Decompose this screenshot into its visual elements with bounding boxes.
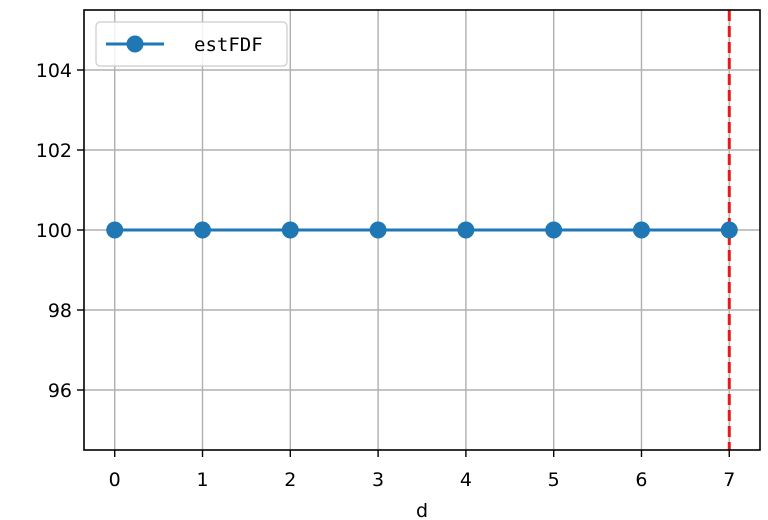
legend-box (95, 21, 288, 67)
legend: estFDF (95, 21, 288, 67)
data-point (106, 221, 124, 239)
x-tick-label: 3 (372, 469, 384, 491)
legend-marker (126, 35, 144, 53)
data-point (632, 221, 650, 239)
data-point (720, 221, 738, 239)
data-point (457, 221, 475, 239)
axis-ticks: 0 1 2 3 4 5 6 7 96 98 100 102 104 (36, 60, 736, 491)
x-tick-label: 5 (548, 469, 560, 491)
x-tick-label: 4 (460, 469, 472, 491)
y-tick-label: 98 (48, 300, 72, 322)
data-point (369, 221, 387, 239)
x-tick-label: 0 (109, 469, 121, 491)
y-tick-label: 102 (36, 140, 72, 162)
data-point (545, 221, 563, 239)
y-tick-label: 104 (36, 60, 72, 82)
y-tick-label: 100 (36, 220, 72, 242)
series-layer (106, 221, 738, 239)
x-tick-label: 2 (284, 469, 296, 491)
x-tick-label: 6 (635, 469, 647, 491)
x-tick-label: 1 (196, 469, 208, 491)
data-point (194, 221, 212, 239)
y-tick-label: 96 (48, 380, 72, 402)
data-point (281, 221, 299, 239)
x-tick-label: 7 (723, 469, 735, 491)
x-axis-label: d (416, 500, 428, 520)
legend-label: estFDF (194, 34, 263, 56)
